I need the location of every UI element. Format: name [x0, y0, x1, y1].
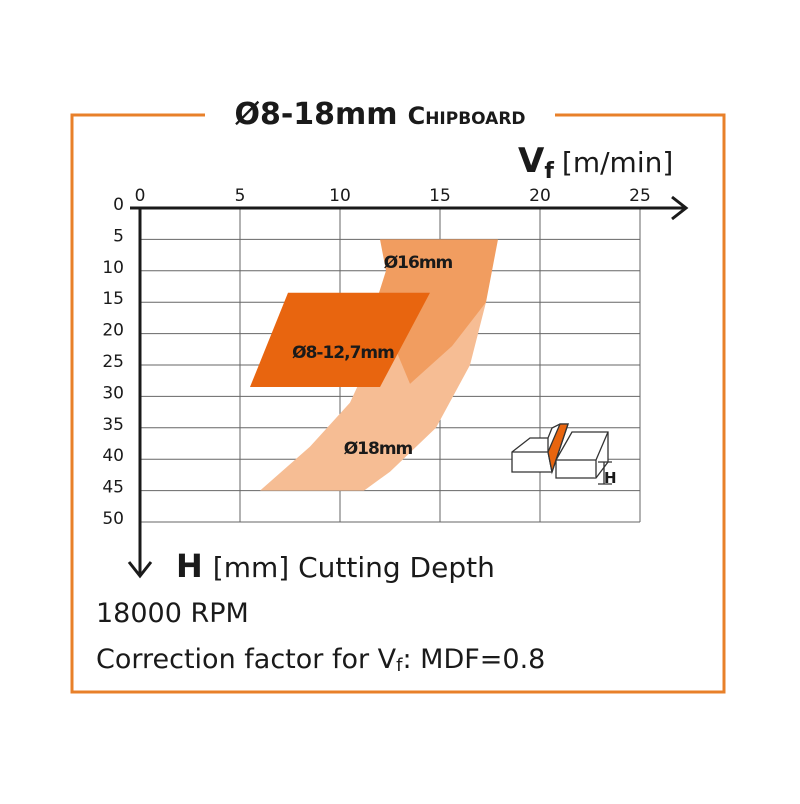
y-tick-label: 25 — [102, 352, 124, 372]
x-tick-label: 25 — [629, 186, 651, 206]
y-tick-label: 35 — [102, 415, 124, 435]
x-axis-label: Vf [m/min] — [518, 141, 673, 184]
title-sub: Chipboard — [408, 102, 526, 130]
y-axis-label: H [mm] Cutting Depth — [176, 547, 495, 585]
icon-label: H — [604, 469, 617, 487]
x-label-symbol: V — [518, 141, 545, 181]
title-main: Ø8-18mm — [234, 97, 397, 132]
x-tick-label: 0 — [135, 186, 146, 206]
y-tick-label: 30 — [102, 383, 124, 403]
note-subscript: f — [396, 655, 403, 676]
y-tick-label: 0 — [113, 195, 124, 215]
workpiece-icon — [511, 423, 612, 485]
y-tick-label: 20 — [102, 321, 124, 341]
y-axis — [127, 208, 153, 579]
y-tick-label: 15 — [102, 289, 124, 309]
x-tick-label: 10 — [329, 186, 351, 206]
x-tick-label: 5 — [235, 186, 246, 206]
region — [376, 239, 498, 384]
y-tick-label: 45 — [102, 478, 124, 498]
x-label-unit: [m/min] — [562, 146, 673, 179]
x-tick-label: 20 — [529, 186, 551, 206]
region — [250, 292, 430, 387]
note-text: Correction factor for V — [96, 644, 397, 675]
y-tick-label: 40 — [102, 446, 124, 466]
note: 18000 RPM — [96, 598, 249, 629]
x-label-subscript: f — [544, 159, 554, 184]
frame — [70, 113, 726, 694]
y-label-text: [mm] Cutting Depth — [213, 551, 495, 584]
region-label: Ø8-12,7mm — [292, 343, 394, 363]
y-tick-label: 50 — [102, 509, 124, 529]
x-tick-label: 15 — [429, 186, 451, 206]
x-axis — [130, 195, 689, 221]
region-label: Ø16mm — [384, 253, 453, 273]
chart-title: Ø8-18mm Chipboard — [234, 97, 525, 132]
y-tick-label: 10 — [102, 258, 124, 278]
note: Correction factor for Vf: MDF=0.8 — [96, 644, 545, 676]
y-tick-label: 5 — [113, 226, 124, 246]
note-suffix: : MDF=0.8 — [402, 644, 545, 675]
y-label-symbol: H — [176, 547, 203, 585]
region-label: Ø18mm — [344, 439, 413, 459]
